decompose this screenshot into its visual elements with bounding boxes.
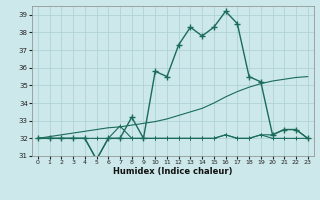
X-axis label: Humidex (Indice chaleur): Humidex (Indice chaleur) <box>113 167 233 176</box>
